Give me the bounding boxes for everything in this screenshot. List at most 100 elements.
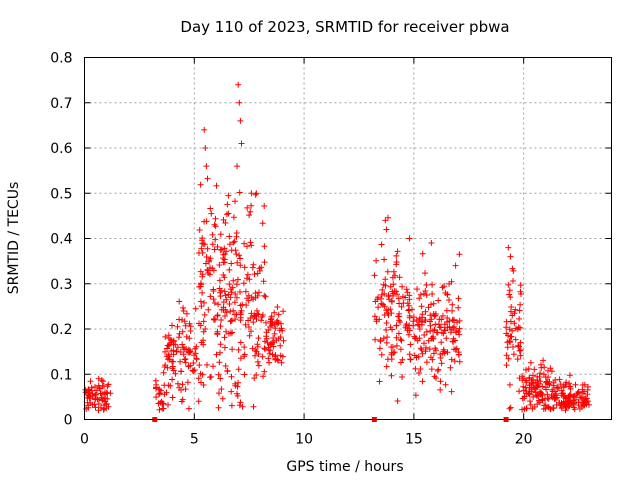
data-point — [540, 357, 547, 364]
data-point — [520, 387, 527, 394]
data-point — [200, 382, 207, 388]
data-point — [228, 260, 235, 267]
data-point — [399, 374, 406, 380]
data-point — [269, 351, 276, 358]
data-point — [381, 290, 388, 297]
data-point — [230, 214, 237, 221]
data-point — [169, 394, 176, 401]
data-point — [559, 390, 566, 397]
data-point — [96, 385, 103, 392]
data-point — [184, 379, 191, 386]
data-point — [197, 181, 204, 188]
data-point — [272, 325, 279, 332]
data-point — [253, 372, 260, 378]
data-point — [507, 339, 514, 346]
data-point — [256, 289, 262, 296]
data-point — [425, 337, 432, 344]
data-point — [234, 259, 241, 266]
data-point — [237, 309, 244, 316]
data-point — [379, 286, 386, 293]
data-point — [232, 382, 239, 389]
data-point — [394, 291, 400, 298]
data-point — [396, 274, 403, 281]
data-point — [506, 291, 513, 298]
data-point — [250, 403, 257, 410]
data-point — [443, 335, 450, 342]
y-tick-label: 0.6 — [50, 141, 72, 157]
data-point — [212, 215, 219, 222]
data-point — [382, 217, 389, 224]
data-point — [250, 261, 257, 268]
data-point — [451, 358, 458, 365]
data-point — [275, 357, 282, 364]
data-point — [448, 278, 455, 285]
data-point — [228, 373, 235, 380]
data-point — [196, 227, 203, 233]
data-point — [241, 344, 248, 351]
data-point — [251, 375, 258, 382]
data-point — [552, 377, 559, 383]
data-point — [433, 347, 439, 354]
data-point — [223, 211, 230, 218]
data-point — [241, 240, 248, 247]
data-point — [428, 316, 435, 323]
data-point — [517, 282, 524, 289]
data-point — [241, 351, 248, 358]
data-point — [384, 268, 391, 275]
data-point — [448, 326, 455, 333]
data-point — [217, 349, 223, 356]
data-point — [95, 375, 102, 382]
data-point — [247, 315, 254, 322]
data-point — [579, 395, 586, 402]
data-point — [248, 202, 255, 209]
data-point — [227, 286, 234, 293]
data-point — [416, 295, 423, 302]
data-point — [236, 252, 243, 259]
data-point — [261, 259, 268, 266]
data-point — [193, 343, 200, 350]
data-point — [456, 331, 463, 338]
data-point — [265, 355, 272, 362]
chart-title: Day 110 of 2023, SRMTID for receiver pbw… — [180, 18, 509, 36]
data-point — [267, 340, 274, 347]
data-point — [406, 322, 413, 329]
data-point — [228, 388, 235, 395]
data-point — [430, 335, 437, 342]
data-point — [238, 140, 245, 147]
data-point — [566, 372, 573, 379]
data-point — [273, 337, 280, 344]
data-point — [198, 281, 205, 288]
data-point — [174, 344, 181, 351]
data-point — [254, 307, 260, 314]
data-point — [403, 286, 410, 293]
data-point — [87, 394, 94, 401]
data-point — [423, 292, 430, 299]
data-point — [162, 348, 168, 355]
data-point — [511, 310, 518, 317]
data-point — [191, 367, 198, 373]
data-point — [244, 271, 251, 278]
data-point — [447, 364, 454, 371]
data-point — [383, 327, 390, 333]
data-point — [237, 339, 244, 346]
data-point — [543, 379, 550, 386]
data-point — [570, 394, 577, 401]
data-point — [413, 317, 420, 323]
data-point — [176, 330, 183, 337]
data-point — [220, 306, 227, 313]
data-point — [223, 296, 230, 303]
data-point — [577, 394, 583, 401]
data-point — [233, 311, 240, 318]
data-point — [197, 370, 204, 377]
data-point — [444, 291, 451, 298]
data-point — [402, 322, 409, 329]
data-point — [504, 344, 511, 351]
data-point — [381, 256, 388, 263]
data-point — [229, 346, 236, 353]
data-point — [270, 335, 277, 341]
data-point — [415, 370, 422, 376]
data-point — [209, 241, 216, 248]
data-point — [193, 356, 200, 363]
data-point — [201, 241, 208, 248]
data-point — [195, 375, 202, 382]
